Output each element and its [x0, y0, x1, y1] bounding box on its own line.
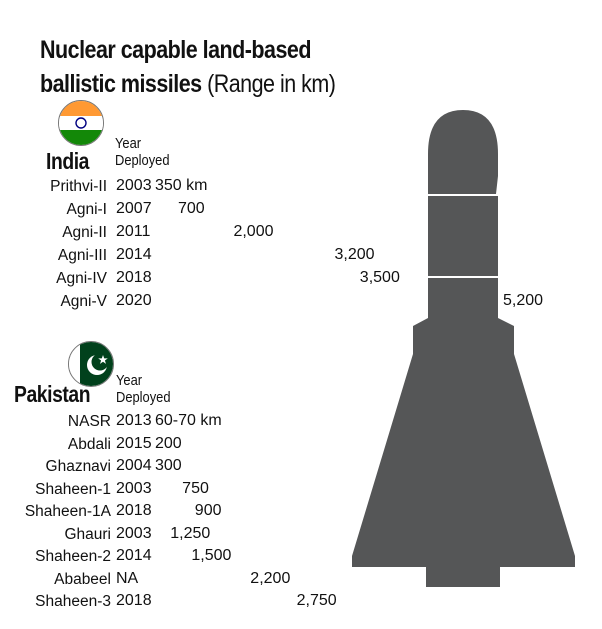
range-value-label: 3,500	[359, 269, 400, 286]
title-line-2-normal: (Range in km)	[201, 70, 336, 98]
india-flag-graphic	[59, 101, 103, 145]
missile-name-label: Agni-II	[62, 224, 107, 241]
missile-name-label: Ghauri	[64, 525, 111, 543]
india-flag-icon	[58, 100, 104, 146]
range-value-label: 350 km	[155, 177, 208, 194]
year-deployed-label: 2003	[116, 479, 152, 497]
year-deployed-label: 2011	[116, 223, 151, 240]
missile-name-label: Agni-IV	[56, 270, 107, 287]
year-deployed-label: 2007	[116, 200, 152, 217]
missile-row: Shaheen-3	[0, 592, 111, 612]
missile-name-label: Prithvi-II	[50, 178, 107, 195]
year-deployed-label: 2018	[116, 502, 152, 519]
missile-name-label: Abdali	[67, 435, 111, 453]
range-value-label: 1,250	[170, 524, 211, 542]
missile-row: Abdali	[0, 435, 111, 455]
missile-row: Ghauri	[0, 525, 111, 545]
range-value-label: 2,750	[296, 592, 337, 609]
range-value-label: 5,200	[503, 292, 544, 309]
star-icon	[98, 355, 108, 364]
missile-name-label: Shaheen-3	[35, 593, 111, 610]
missile-row: Agni-II	[0, 223, 107, 243]
missile-name-label: Shaheen-1A	[24, 503, 111, 520]
year-deployed-label: NA	[116, 569, 139, 587]
range-value-label: 2,200	[250, 569, 291, 587]
title-line-2-bold: ballistic missiles	[40, 70, 202, 98]
range-value-label: 300	[155, 457, 182, 474]
missile-row: Agni-I	[0, 200, 108, 220]
year-deployed-label: 2014	[116, 246, 152, 263]
india-flag-saffron	[59, 101, 103, 116]
missile-name-label: Ghaznavi	[45, 458, 111, 475]
missile-name-label: Shaheen-1	[35, 480, 111, 498]
missile-row: Shaheen-2	[0, 547, 111, 567]
missile-name-label: Agni-I	[66, 201, 108, 218]
country-label-india: India	[46, 148, 89, 174]
pakistan-flag-icon	[68, 341, 114, 387]
missile-band-2	[428, 276, 498, 278]
ashoka-chakra-icon	[75, 117, 87, 129]
missile-row: Ababeel	[0, 570, 111, 590]
pakistan-flag-graphic	[69, 342, 113, 386]
year-deployed-label: 2018	[116, 269, 152, 286]
india-flag-white	[59, 116, 103, 130]
range-value-label: 750	[182, 479, 209, 497]
year-deployed-label: 2014	[116, 547, 152, 564]
range-value-label: 3,200	[334, 246, 375, 263]
year-deployed-label: 2018	[116, 592, 152, 609]
year-deployed-label: 2020	[116, 292, 152, 309]
title-line-2: ballistic missiles (Range in km)	[40, 67, 336, 101]
missile-row: Agni-IV	[0, 269, 107, 289]
year-deployed-header-india: Year Deployed	[115, 135, 170, 169]
missile-band-1	[428, 194, 498, 196]
missile-silhouette	[352, 110, 575, 587]
missile-row: Agni-V	[0, 292, 107, 312]
year-deployed-label: 2003	[116, 177, 152, 194]
year-deployed-label: 2003	[116, 524, 152, 542]
missile-row: NASR	[0, 412, 111, 432]
missile-name-label: Ababeel	[54, 570, 111, 588]
pakistan-flag-white	[69, 342, 80, 386]
missile-name-label: NASR	[67, 413, 111, 430]
year-deployed-label: 2004	[116, 457, 152, 474]
title-line-1: Nuclear capable land-based	[40, 36, 311, 64]
missile-name-label: Agni-III	[57, 247, 107, 264]
range-value-label: 700	[177, 200, 205, 217]
year-deployed-header-pakistan: Year Deployed	[116, 372, 171, 406]
chart-title: Nuclear capable land-based ballistic mis…	[40, 33, 336, 101]
year-deployed-label: 2015	[116, 434, 152, 452]
range-value-label: 1,500	[191, 547, 232, 564]
missile-row: Agni-III	[0, 246, 107, 266]
missile-name-label: Shaheen-2	[35, 548, 111, 565]
india-flag-green	[59, 130, 103, 145]
missile-name-label: Agni-V	[60, 293, 107, 310]
crescent-cut	[91, 353, 109, 371]
range-value-label: 200	[155, 434, 182, 452]
country-label-pakistan: Pakistan	[14, 381, 91, 407]
missile-row: Prithvi-II	[0, 177, 107, 197]
missile-row: Ghaznavi	[0, 457, 111, 477]
range-value-label: 2,000	[233, 223, 274, 240]
missile-row: Shaheen-1	[0, 480, 111, 500]
year-deployed-label: 2013	[116, 412, 152, 429]
missile-row: Shaheen-1A	[0, 502, 111, 522]
range-value-label: 900	[194, 502, 222, 519]
range-value-label: 60-70 km	[155, 412, 222, 429]
